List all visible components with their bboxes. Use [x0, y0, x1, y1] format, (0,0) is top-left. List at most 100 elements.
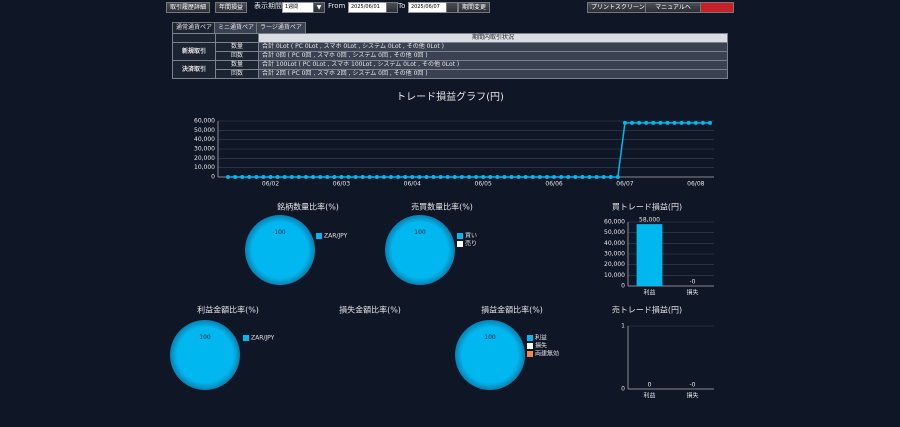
point: [296, 175, 301, 179]
point: [275, 175, 280, 179]
slice-label: 100: [199, 334, 211, 341]
history-button[interactable]: 取引履歴詳細: [166, 2, 211, 13]
summary-table: 期間内取引状況 新規取引 数量 合計 0Lot ( PC 0Lot , スマホ 0L…: [172, 33, 728, 79]
point: [254, 175, 259, 179]
point: [530, 175, 535, 179]
pie-slice: [245, 215, 315, 285]
point: [644, 120, 649, 125]
point: [452, 175, 457, 179]
chart-title: 利益金額比率(%): [197, 305, 259, 315]
y-tick-label: 0: [211, 174, 215, 181]
point: [573, 175, 578, 179]
point: [523, 175, 528, 179]
point: [658, 120, 663, 125]
legend-swatch: [527, 351, 533, 357]
y-tick-label: 30,000: [194, 146, 215, 153]
point: [672, 120, 677, 125]
point: [303, 175, 308, 179]
legend-label: ZAR/JPY: [251, 335, 275, 342]
point: [381, 175, 386, 179]
line: [228, 122, 710, 178]
point: [339, 175, 344, 179]
point: [474, 175, 479, 179]
period-label: 表示期間: [254, 2, 282, 10]
point: [544, 175, 549, 179]
to-calendar[interactable]: [446, 2, 458, 13]
value-label: 0: [648, 382, 652, 389]
legend-label: 両建無効: [535, 350, 559, 358]
y-tick-label: 1: [621, 323, 625, 330]
bar: [636, 224, 663, 286]
pie-slice: [170, 320, 240, 390]
point: [693, 120, 698, 125]
chart-title: トレード損益グラフ(円): [396, 90, 504, 103]
chart-title: 損失金額比率(%): [339, 305, 401, 315]
value-label: -0: [690, 279, 696, 286]
x-tick-label: 利益: [643, 289, 655, 297]
point: [537, 175, 542, 179]
point: [424, 175, 429, 179]
y-tick-label: 50,000: [604, 229, 625, 236]
point: [325, 175, 330, 179]
point: [559, 175, 564, 179]
y-tick-label: 20,000: [194, 155, 215, 162]
change-button[interactable]: 期間変更: [458, 2, 491, 13]
point: [360, 175, 365, 179]
pie-slice: [455, 320, 525, 390]
point: [502, 175, 507, 179]
point: [311, 175, 316, 179]
point: [481, 175, 486, 179]
legend-swatch: [316, 233, 322, 239]
y-tick-label: 50,000: [194, 127, 215, 134]
select-arrow[interactable]: ▼: [313, 2, 325, 13]
y-tick-label: 10,000: [194, 164, 215, 171]
to-label: To: [398, 2, 406, 10]
point: [509, 175, 514, 179]
point: [268, 175, 273, 179]
group: 新規取引: [172, 42, 216, 61]
point: [679, 120, 684, 125]
point: [566, 175, 571, 179]
point: [622, 120, 627, 125]
pie-slice: [385, 215, 455, 285]
y-tick-label: 40,000: [194, 136, 215, 143]
point: [552, 175, 557, 179]
point: [488, 175, 493, 179]
point: [226, 175, 230, 179]
legend-swatch: [457, 241, 463, 247]
x-tick-label: 06/07: [616, 181, 633, 188]
y-tick-label: 30,000: [604, 251, 625, 258]
from-calendar[interactable]: [386, 2, 398, 13]
point: [467, 175, 471, 179]
point: [396, 175, 401, 179]
chart-title: 売買数量比率(%): [411, 202, 473, 212]
point: [318, 175, 323, 179]
y-tick-label: 60,000: [194, 118, 215, 125]
chart-title: 買トレード損益(円): [612, 202, 682, 212]
point: [403, 175, 408, 179]
y-tick-label: 40,000: [604, 240, 625, 247]
legend-swatch: [243, 335, 249, 341]
point: [367, 175, 372, 179]
point: [580, 175, 585, 179]
point: [417, 175, 422, 179]
point: [459, 175, 464, 179]
point: [410, 175, 415, 179]
close-button[interactable]: [700, 2, 734, 13]
point: [708, 120, 712, 125]
annual-button[interactable]: 年間損益: [215, 2, 248, 13]
point: [233, 175, 238, 179]
y-tick-label: 0: [621, 386, 625, 393]
legend-label: ZAR/JPY: [324, 233, 348, 240]
point: [630, 120, 635, 125]
point: [608, 175, 613, 179]
point: [346, 175, 351, 179]
point: [261, 175, 266, 179]
point: [389, 175, 394, 179]
slice-label: 100: [274, 229, 286, 236]
point: [516, 175, 521, 179]
y-tick-label: 10,000: [604, 272, 625, 279]
point: [438, 175, 443, 179]
